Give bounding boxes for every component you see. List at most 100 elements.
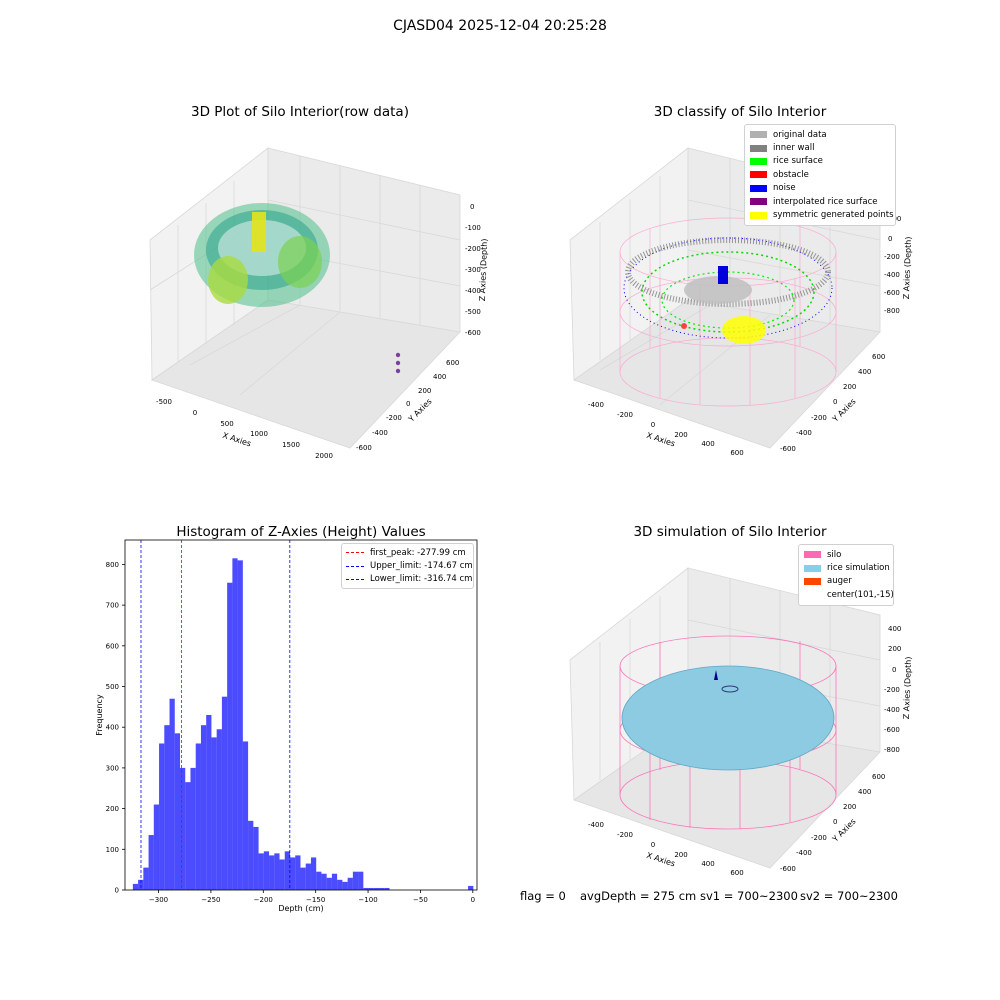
classify-y-tick: -400 [796,429,812,437]
histogram-title: Histogram of Z-Axies (Height) Values [176,524,426,540]
classify-symmetric-points [722,316,766,344]
histogram-bar [237,560,243,890]
classify-x-tick: -200 [617,411,633,419]
simulation-x-tick: 600 [730,869,743,877]
histogram-bar [337,879,343,890]
histogram-bar [263,851,270,890]
legend-swatch [750,184,767,192]
legend-entry: interpolated rice surface [750,195,890,208]
legend-swatch [346,565,364,567]
histogram-reference-lines [140,540,291,890]
legend-label: auger [827,576,852,587]
raw-plot-title: 3D Plot of Silo Interior(row data) [191,104,409,120]
raw-x-tick: 0 [193,409,197,417]
legend-entry: original data [750,128,890,141]
simulation-z-tick: 200 [888,645,901,653]
simulation-z-label: Z Axies (Depth) [902,656,913,719]
status-avg-depth: avgDepth = 275 cm [580,889,697,903]
histogram-y-label: Frequency [95,694,104,736]
raw-x-tick: 1500 [282,441,300,449]
histogram-bar [342,881,348,890]
raw-y-tick: -200 [386,414,402,422]
simulation-y-tick: 400 [858,788,871,796]
histogram-bar [232,558,238,890]
histogram-bar [326,877,332,890]
histogram-x-label: Depth (cm) [278,904,323,913]
simulation-x-tick: -200 [617,831,633,839]
histogram-bar [468,885,474,890]
classify-x-ticks: -400 -200 0 200 400 600 [588,401,744,457]
raw-cloud-hole [218,220,306,276]
raw-x-label: X Axies [221,431,252,449]
raw-y-tick: 200 [418,387,431,395]
classify-y-tick: -600 [780,445,796,453]
simulation-plot-title: 3D simulation of Silo Interior [633,524,827,540]
legend-swatch [346,578,364,580]
histogram-bar [305,863,311,890]
histogram-bar [169,698,175,890]
histogram-bar [300,867,306,890]
raw-y-tick: 0 [406,400,410,408]
histogram-bar [373,887,380,890]
raw-y-tick: -400 [372,429,388,437]
simulation-z-tick: 400 [888,625,901,633]
histogram-y-tick-label: 100 [106,846,119,854]
legend-entry: first_peak: -277.99 cm [346,546,469,559]
histogram-bar [316,871,322,890]
legend-entry: inner wall [750,141,890,154]
simulation-y-tick: 0 [833,818,837,826]
histogram-x-tick-label: −250 [201,896,220,904]
histogram-y-tick-label: 200 [106,805,119,813]
raw-outlier-point [395,368,401,374]
raw-x-ticks: -500 0 500 1000 1500 2000 [156,398,333,460]
simulation-y-label: Y Axies [830,817,858,845]
legend-entry: rice surface [750,155,890,168]
histogram-y-tick-label: 400 [106,724,119,732]
simulation-silo-wireframe [619,635,837,830]
raw-x-tick: 2000 [315,452,333,460]
histogram-bar [358,871,364,890]
legend-label: Upper_limit: -174.67 cm [370,561,473,572]
raw-cloud-wall-left [208,256,248,304]
status-sv2: sv2 = 700~2300 [800,889,898,903]
classify-y-tick: 0 [833,398,837,406]
histogram-bar [253,826,259,890]
legend-label: first_peak: -277.99 cm [370,547,466,558]
legend-swatch [750,157,767,165]
classify-inner-wall [625,237,831,307]
simulation-x-tick: 0 [651,841,655,849]
legend-entry: symmetric generated points [750,208,894,221]
simulation-z-ticks: 400 200 0 -200 -400 -600 -800 [884,625,901,754]
classify-z-tick: -600 [884,289,900,297]
classify-plot-title: 3D classify of Silo Interior [653,104,827,120]
classify-z-ticks: 200 0 -200 -400 -600 -800 [884,215,901,315]
raw-x-tick: 1000 [250,430,268,438]
raw-z-tick: -300 [465,266,481,274]
classify-z-tick: -800 [884,307,900,315]
histogram-y-tick-label: 500 [106,683,119,691]
histogram-bar [274,853,280,890]
histogram-bar [227,582,233,890]
classify-z-label: Z Axies (Depth) [902,236,913,299]
legend-entry: silo [804,548,888,561]
raw-cloud-peak [252,212,266,252]
histogram-bar [216,729,222,890]
simulation-rice-surface [621,665,835,771]
histogram-y-tick-label: 600 [106,642,119,650]
legend-swatch [804,564,821,572]
histogram-x-tick-label: −100 [358,896,377,904]
histogram-y-tick-label: 0 [115,887,119,895]
histogram-bar [310,857,317,890]
legend-swatch [346,552,364,554]
classify-x-tick: 0 [651,421,655,429]
raw-z-tick: 0 [470,203,474,211]
raw-y-ticks: 600 400 200 0 -200 -400 -600 [356,359,459,452]
legend-label: inner wall [773,143,815,154]
raw-z-tick: -600 [465,329,481,337]
classify-rice-surface [641,251,815,333]
histogram-x-tick-label: −150 [306,896,325,904]
histogram-bar [195,743,201,890]
simulation-x-tick: 200 [674,851,687,859]
legend-entry: center(101,-15) [804,588,894,601]
raw-y-label: Y Axies [406,397,434,425]
